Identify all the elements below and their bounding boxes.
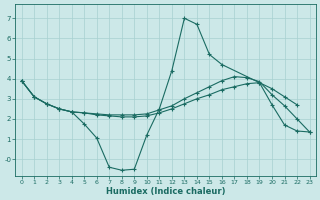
X-axis label: Humidex (Indice chaleur): Humidex (Indice chaleur) [106, 187, 225, 196]
